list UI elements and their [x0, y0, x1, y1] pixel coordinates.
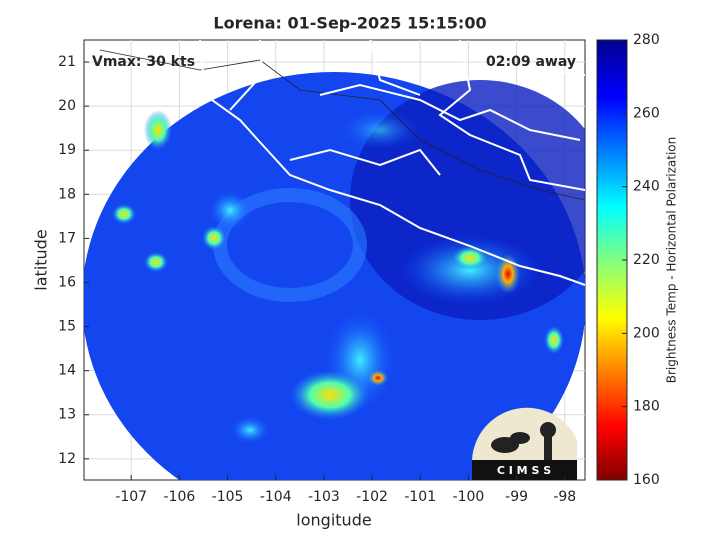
y-axis-label: latitude — [32, 229, 51, 290]
y-tick-label: 13 — [58, 407, 76, 423]
x-tick-label: -104 — [260, 489, 292, 505]
annotation: Vmax: 30 kts — [92, 54, 195, 70]
x-tick-label: -99 — [505, 489, 528, 505]
x-tick-label: -105 — [212, 489, 244, 505]
x-tick-label: -102 — [356, 489, 388, 505]
y-tick-label: 16 — [58, 274, 76, 290]
colorbar-tick-label: 240 — [633, 179, 660, 195]
x-tick-label: -98 — [553, 489, 576, 505]
annotation: 02:09 away — [486, 54, 576, 70]
x-tick-label: -101 — [404, 489, 436, 505]
colorbar-label: Brightness Temp - Horizontal Polarizatio… — [665, 137, 679, 384]
y-tick-label: 20 — [58, 98, 76, 114]
y-tick-label: 15 — [58, 319, 76, 335]
x-tick-label: -103 — [308, 489, 340, 505]
y-tick-label: 12 — [58, 451, 76, 467]
colorbar-tick-label: 160 — [633, 472, 660, 488]
colorbar-tick-label: 280 — [633, 32, 660, 48]
colorbar-tick-label: 220 — [633, 252, 660, 268]
satellite-image — [84, 40, 585, 480]
colorbar-tick-label: 180 — [633, 399, 660, 415]
logo-text: C I M S S — [497, 464, 551, 477]
colorbar-tick-label: 260 — [633, 105, 660, 121]
y-tick-label: 17 — [58, 230, 76, 246]
x-tick-label: -106 — [163, 489, 195, 505]
y-tick-label: 19 — [58, 142, 76, 158]
chart-title: Lorena: 01-Sep-2025 15:15:00 — [213, 14, 486, 33]
x-axis-label: longitude — [296, 511, 371, 530]
colorbar-tick-label: 200 — [633, 325, 660, 341]
y-tick-label: 18 — [58, 186, 76, 202]
x-tick-label: -107 — [115, 489, 147, 505]
y-tick-label: 14 — [58, 363, 76, 379]
logo: C I M S S — [472, 407, 577, 480]
x-tick-label: -100 — [453, 489, 485, 505]
y-tick-label: 21 — [58, 54, 76, 70]
